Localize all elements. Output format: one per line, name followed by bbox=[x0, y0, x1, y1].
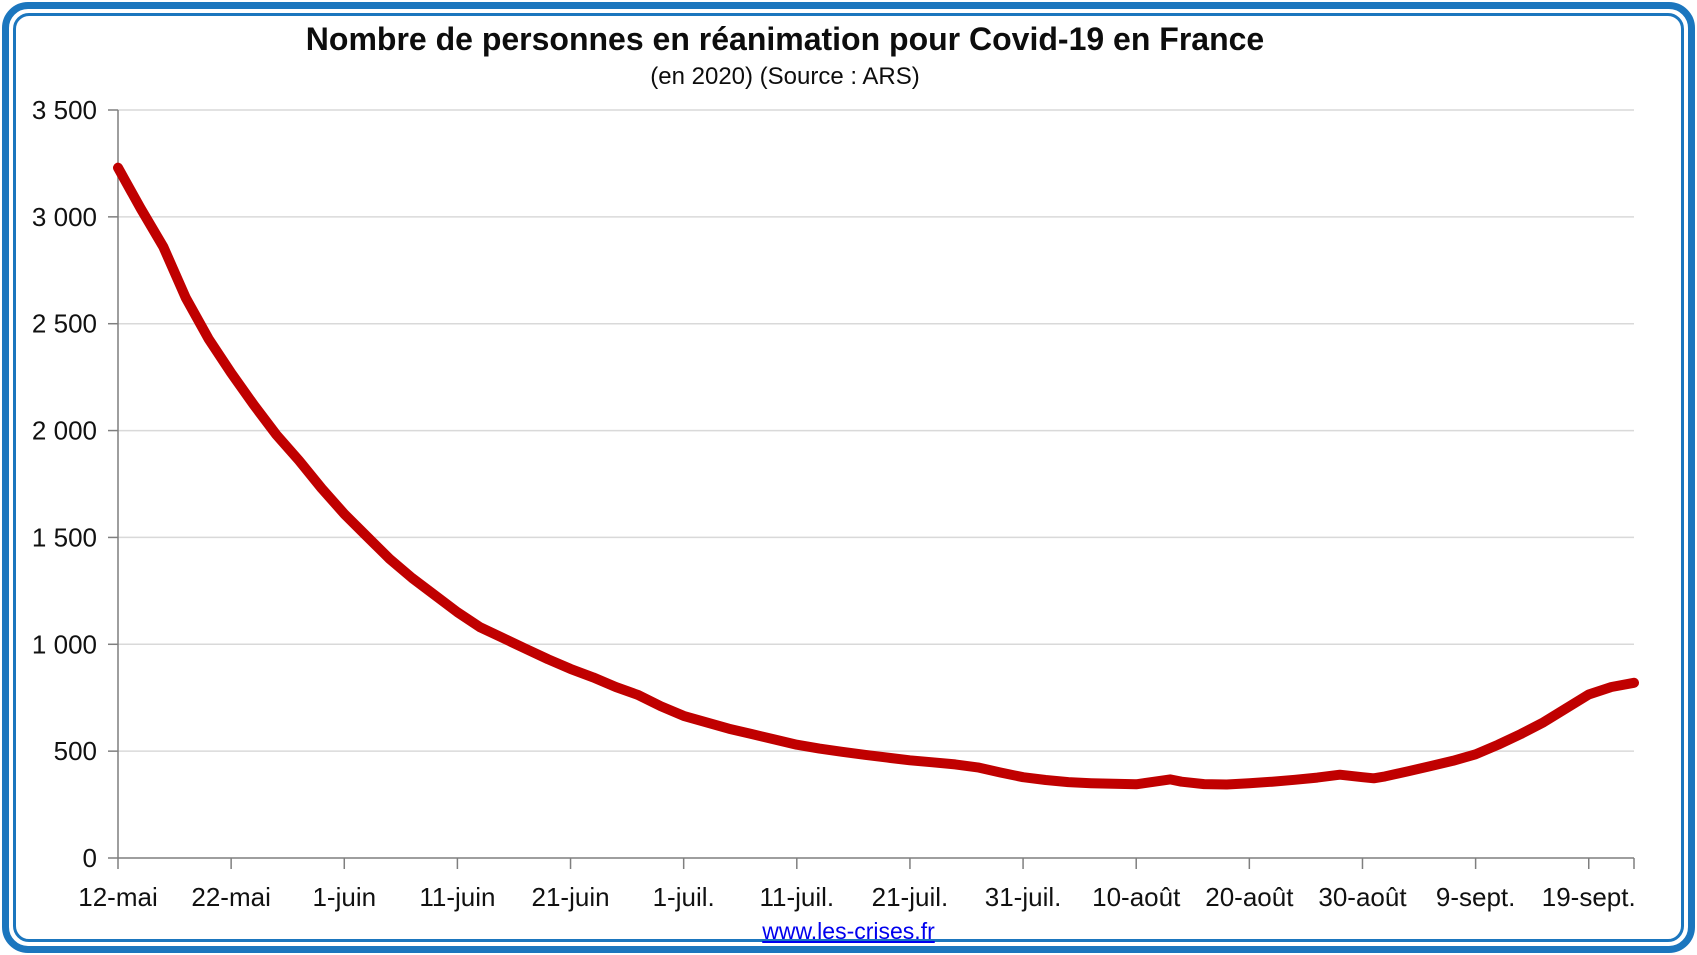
y-axis-labels: 0 500 1 000 1 500 2 000 2 500 3 000 3 500 bbox=[32, 95, 97, 873]
y-axis-ticks bbox=[108, 109, 118, 859]
x-axis-ticks bbox=[117, 858, 1635, 869]
x-tick-label: 11-juil. bbox=[759, 882, 834, 912]
footer: www.les-crises.fr bbox=[0, 918, 1697, 945]
x-axis-labels: 12-mai 22-mai 1-juin 11-juin 21-juin 1-juil. 1… bbox=[78, 882, 1635, 912]
x-tick-label: 31-juil. bbox=[985, 882, 1062, 912]
y-tick-label: 1 500 bbox=[32, 522, 97, 552]
y-tick-label: 3 500 bbox=[32, 95, 97, 125]
y-tick-label: 0 bbox=[83, 843, 97, 873]
x-tick-label: 1-juil. bbox=[653, 882, 715, 912]
y-tick-label: 1 000 bbox=[32, 629, 97, 659]
x-tick-label: 22-mai bbox=[191, 882, 270, 912]
chart-title: Nombre de personnes en réanimation pour … bbox=[305, 21, 1265, 57]
x-tick-label: 19-sept. bbox=[1542, 882, 1636, 912]
series-line bbox=[113, 162, 1639, 790]
x-tick-label: 12-mai bbox=[78, 882, 157, 912]
x-tick-label: 21-juin bbox=[532, 882, 610, 912]
y-tick-label: 2 500 bbox=[32, 309, 97, 339]
y-tick-label: 3 000 bbox=[32, 202, 97, 232]
axes bbox=[117, 110, 1634, 859]
x-tick-label: 11-juin bbox=[419, 882, 495, 912]
chart-header: Nombre de personnes en réanimation pour … bbox=[0, 20, 1570, 91]
website-link[interactable]: www.les-crises.fr bbox=[762, 918, 935, 944]
data-series bbox=[113, 162, 1639, 790]
y-tick-label: 2 000 bbox=[32, 416, 97, 446]
x-tick-label: 21-juil. bbox=[872, 882, 949, 912]
chart-subtitle: (en 2020) (Source : ARS) bbox=[650, 63, 920, 90]
y-gridlines bbox=[118, 109, 1634, 752]
x-tick-label: 20-août bbox=[1205, 882, 1294, 912]
x-tick-label: 9-sept. bbox=[1436, 882, 1516, 912]
y-tick-label: 500 bbox=[54, 736, 97, 766]
x-tick-label: 1-juin bbox=[312, 882, 376, 912]
x-tick-label: 30-août bbox=[1318, 882, 1407, 912]
x-tick-label: 10-août bbox=[1092, 882, 1181, 912]
